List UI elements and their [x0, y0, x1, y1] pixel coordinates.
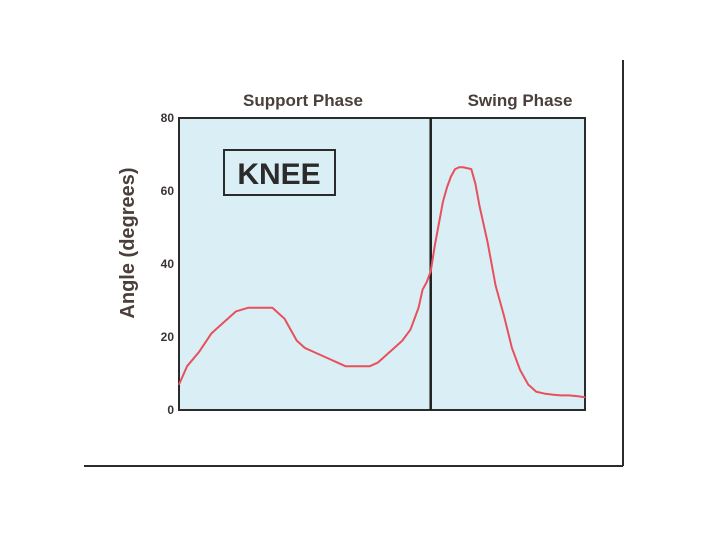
y-tick-label: 60	[161, 184, 175, 198]
data-point	[511, 347, 513, 349]
data-point	[300, 343, 302, 345]
data-point	[527, 383, 529, 386]
data-point	[336, 361, 338, 364]
data-point	[426, 281, 428, 283]
data-point	[486, 241, 489, 243]
support-phase-label: Support Phase	[243, 91, 363, 110]
knee-label-box	[223, 149, 336, 196]
data-point	[430, 270, 432, 272]
swing-phase-label: Swing Phase	[468, 91, 573, 110]
data-point	[393, 347, 395, 349]
data-point	[458, 166, 460, 168]
data-point	[446, 186, 448, 188]
data-point	[584, 396, 586, 398]
data-point	[434, 245, 436, 247]
data-point	[198, 351, 200, 353]
data-point	[576, 395, 578, 397]
data-point	[377, 361, 379, 364]
data-point	[352, 365, 355, 367]
data-point	[438, 223, 440, 225]
data-point	[186, 365, 188, 367]
data-point	[247, 307, 249, 309]
data-point	[369, 365, 371, 367]
data-point	[422, 288, 424, 291]
data-point	[519, 369, 521, 371]
data-point	[478, 205, 481, 207]
data-point	[560, 394, 562, 396]
data-point	[401, 340, 403, 342]
y-tick-label: 80	[161, 111, 175, 125]
data-point	[320, 354, 322, 356]
data-point	[474, 183, 476, 185]
y-tick-labels: 0 20 40 60 80	[161, 111, 175, 417]
y-tick-label: 20	[161, 330, 175, 344]
data-point	[235, 310, 237, 313]
data-point	[312, 351, 314, 353]
data-point	[328, 358, 330, 360]
data-point	[442, 201, 444, 203]
knee-label: KNEE	[237, 158, 320, 191]
data-point	[304, 347, 306, 349]
y-axis-title: Angle (degrees)	[117, 167, 139, 318]
data-point	[361, 365, 363, 367]
data-point	[409, 329, 412, 331]
data-point	[283, 318, 286, 320]
data-point	[223, 321, 225, 323]
data-point	[417, 307, 420, 309]
data-point	[344, 365, 347, 367]
data-point	[543, 392, 546, 395]
data-point	[178, 383, 180, 386]
data-point	[470, 168, 472, 170]
data-point	[296, 340, 298, 342]
data-point	[210, 332, 213, 334]
data-point	[495, 285, 497, 287]
data-point	[450, 175, 452, 177]
data-point	[271, 307, 273, 309]
data-point	[503, 314, 505, 316]
data-point	[454, 168, 456, 170]
data-point	[413, 318, 416, 320]
data-point	[462, 166, 464, 168]
data-point	[385, 354, 387, 356]
y-tick-label: 0	[167, 403, 174, 417]
data-point	[568, 394, 570, 396]
data-point	[535, 391, 537, 393]
data-point	[259, 307, 261, 309]
data-point	[551, 394, 554, 396]
y-tick-label: 40	[161, 257, 175, 271]
